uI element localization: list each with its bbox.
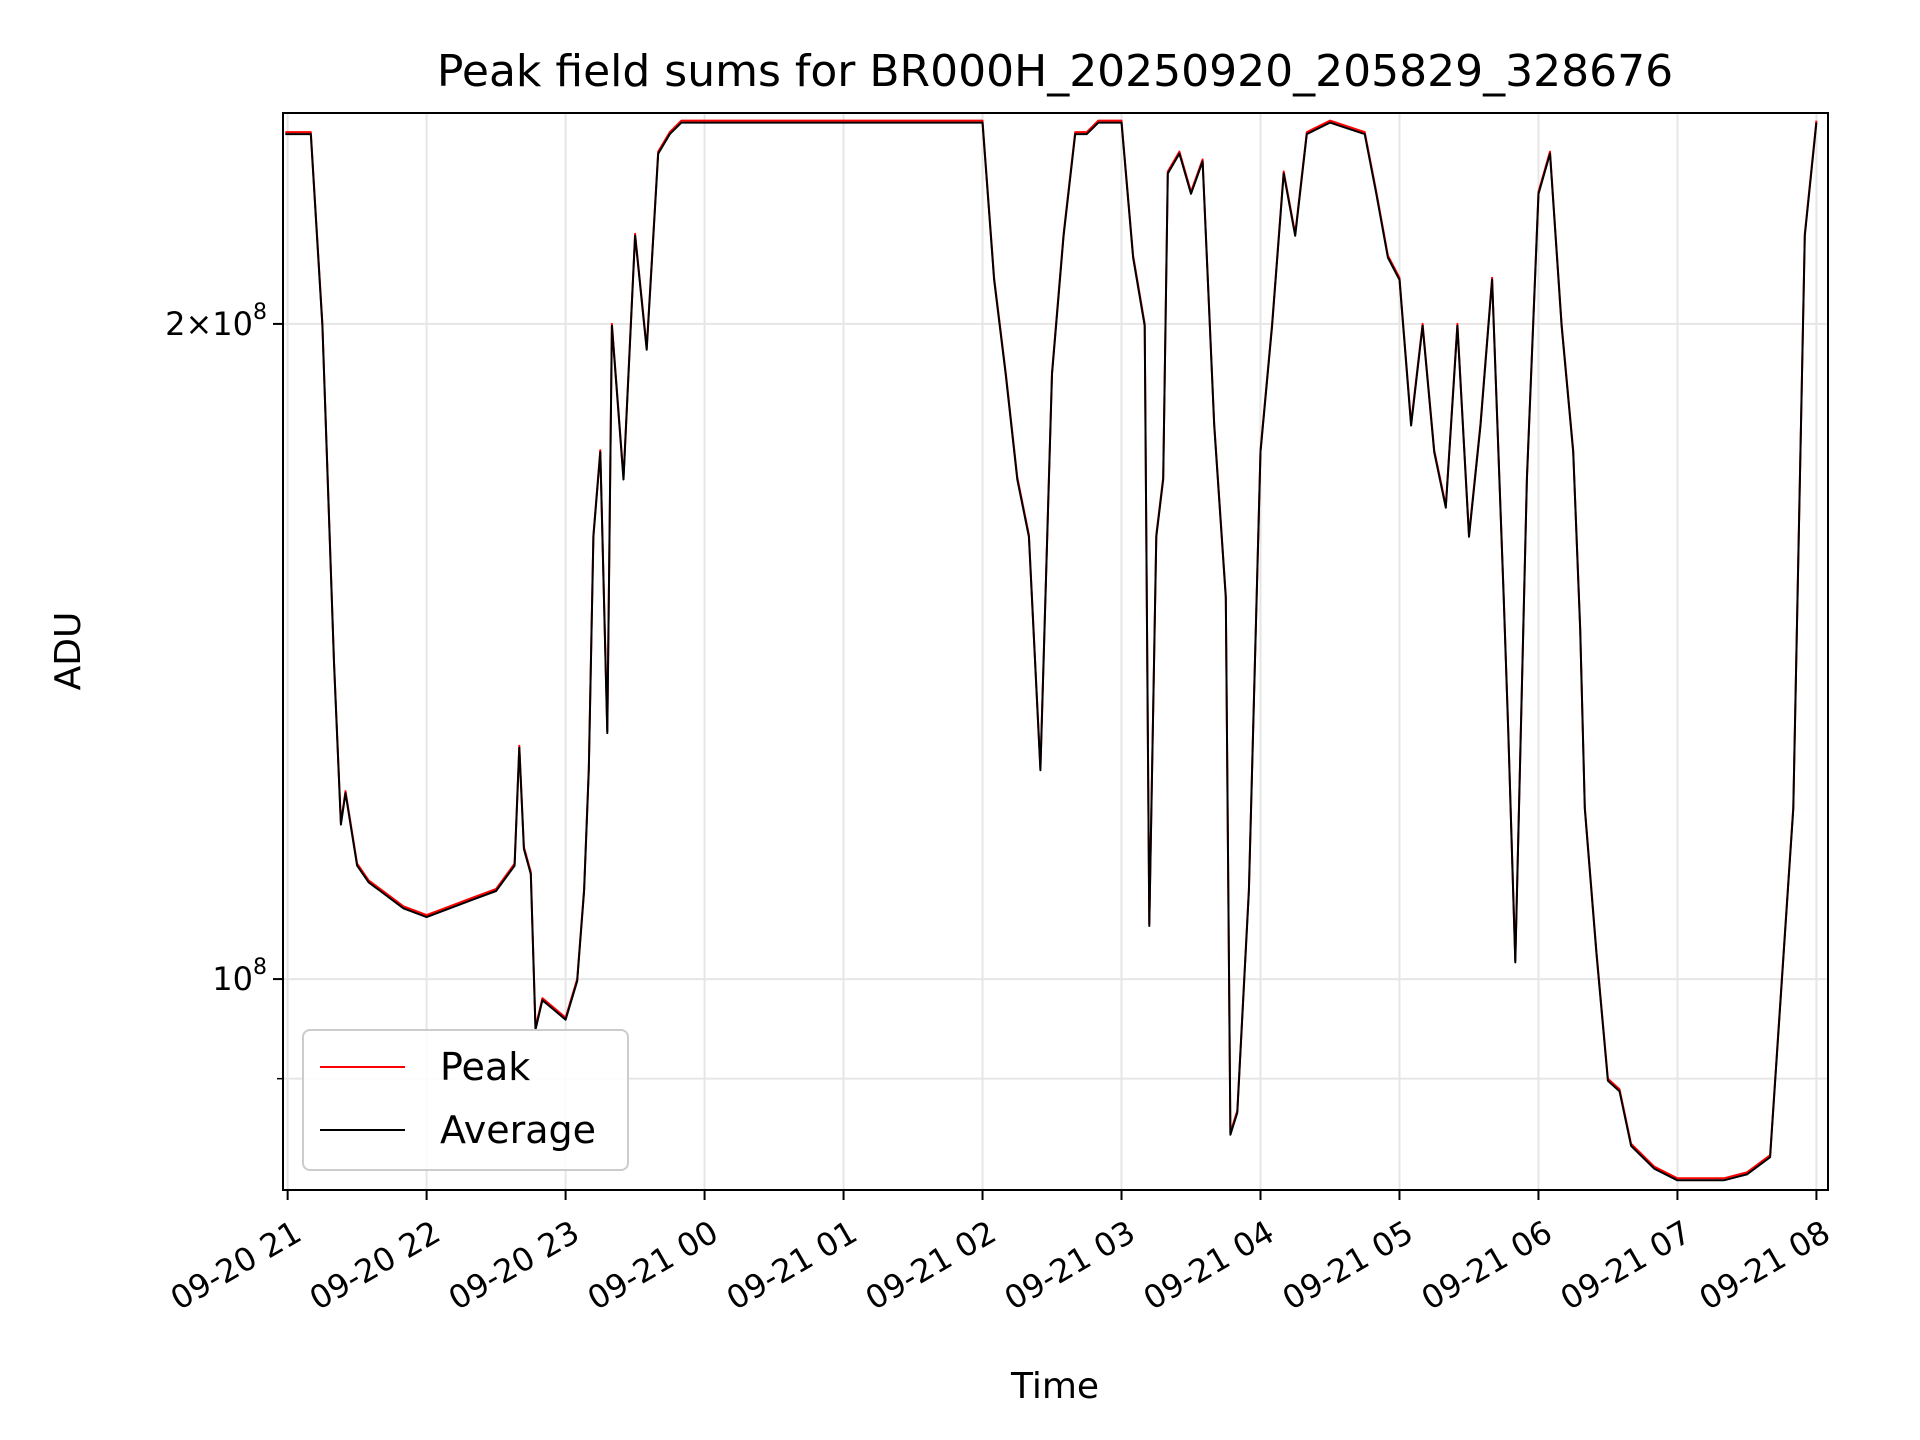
legend-box: [302, 1029, 629, 1171]
chart-title: Peak field sums for BR000H_20250920_2058…: [437, 46, 1673, 97]
x-tick-label: 09-21 07: [1554, 1213, 1698, 1318]
legend-peak-label: Peak: [440, 1045, 530, 1089]
y-tick-label: 2×108: [165, 300, 267, 343]
x-tick-label: 09-21 06: [1415, 1213, 1559, 1318]
legend-average-label: Average: [440, 1108, 596, 1152]
grid: [283, 113, 1828, 1190]
series-peak-line: [285, 119, 1818, 1180]
y-axis: 108 2×108: [165, 300, 283, 1080]
x-tick-label: 09-21 02: [859, 1213, 1003, 1318]
legend: Peak Average: [302, 1029, 629, 1171]
x-axis-label: Time: [1010, 1366, 1099, 1407]
series-group: [285, 119, 1818, 1182]
x-tick-label: 09-21 05: [1276, 1213, 1420, 1318]
x-tick-label: 09-21 00: [581, 1213, 725, 1318]
plot-frame: [282, 112, 1829, 1191]
x-tick-label: 09-21 08: [1693, 1213, 1837, 1318]
x-tick-label: 09-21 04: [1137, 1213, 1281, 1318]
y-tick-label: 108: [212, 955, 267, 998]
y-tick-exponent: 8: [253, 300, 267, 325]
series-average-line: [285, 121, 1818, 1182]
x-tick-label: 09-21 03: [998, 1213, 1142, 1318]
x-tick-label: 09-20 22: [303, 1213, 447, 1318]
x-tick-label: 09-21 01: [720, 1213, 864, 1318]
x-tick-label: 09-20 23: [442, 1213, 586, 1318]
x-tick-label: 09-20 21: [164, 1213, 308, 1318]
y-tick-exponent: 8: [253, 955, 267, 980]
y-axis-label: ADU: [48, 612, 89, 691]
